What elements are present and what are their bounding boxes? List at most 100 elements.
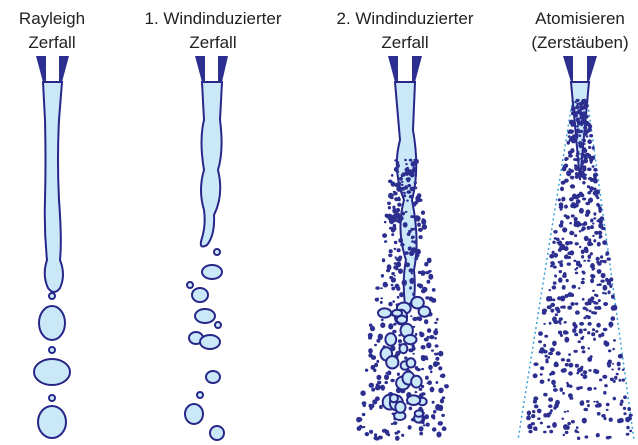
droplet — [410, 187, 415, 192]
droplet — [598, 223, 603, 229]
droplet — [549, 289, 552, 291]
droplet — [598, 299, 601, 302]
droplet — [554, 274, 557, 277]
droplet — [582, 298, 585, 301]
droplet — [368, 336, 372, 339]
droplet — [599, 236, 602, 239]
droplet — [374, 344, 377, 346]
droplet — [581, 373, 584, 376]
droplet — [574, 429, 577, 433]
droplet — [552, 341, 557, 347]
droplet — [585, 435, 589, 438]
droplet — [588, 168, 591, 171]
droplet — [576, 267, 578, 269]
droplet — [406, 200, 409, 202]
droplet — [543, 413, 548, 417]
droplet — [404, 159, 407, 161]
droplet — [397, 161, 400, 163]
droplet — [593, 401, 596, 403]
droplet — [391, 287, 395, 290]
droplet — [435, 344, 439, 347]
droplet — [583, 143, 586, 145]
droplet — [415, 410, 423, 416]
droplet — [399, 292, 404, 297]
droplet — [414, 181, 417, 184]
droplet — [393, 421, 398, 425]
droplet — [385, 333, 396, 345]
droplet — [594, 387, 597, 390]
droplet — [388, 302, 392, 307]
droplet — [596, 323, 601, 328]
droplet — [568, 353, 571, 356]
droplet — [384, 374, 389, 380]
droplet — [434, 322, 437, 324]
droplet — [39, 306, 65, 340]
droplet — [554, 362, 559, 367]
droplet — [576, 387, 580, 391]
droplet — [399, 216, 404, 221]
droplet — [425, 376, 429, 380]
droplet — [583, 408, 588, 412]
droplet — [402, 195, 406, 198]
droplet — [604, 417, 607, 421]
droplet — [401, 181, 404, 183]
droplet — [592, 146, 595, 149]
droplet — [593, 301, 596, 304]
droplet — [445, 384, 449, 388]
droplet — [526, 416, 531, 421]
droplet — [579, 322, 584, 326]
panel-title: Rayleigh — [19, 9, 85, 28]
droplet — [605, 278, 608, 282]
droplet — [579, 230, 582, 232]
droplet — [591, 187, 594, 190]
droplet — [592, 290, 595, 292]
droplet — [572, 107, 576, 111]
droplet — [390, 379, 394, 382]
droplet — [622, 369, 625, 371]
droplet — [580, 130, 583, 133]
droplet — [424, 338, 429, 342]
droplet — [613, 339, 616, 341]
droplet — [401, 192, 404, 194]
droplet — [564, 205, 568, 209]
droplet — [382, 233, 387, 238]
droplet — [431, 298, 436, 303]
droplet — [591, 156, 596, 160]
droplet — [411, 173, 414, 175]
droplet — [575, 302, 579, 305]
droplet — [603, 302, 608, 306]
droplet — [612, 363, 614, 365]
droplet — [582, 181, 585, 184]
droplet — [538, 411, 541, 413]
droplet — [432, 427, 437, 431]
droplet — [588, 146, 591, 149]
droplet — [400, 243, 405, 247]
droplet — [438, 421, 443, 426]
droplet — [574, 333, 578, 337]
droplet — [394, 197, 399, 201]
droplet — [553, 266, 557, 269]
droplet — [600, 260, 604, 263]
droplet — [405, 168, 409, 171]
droplet — [441, 414, 445, 417]
droplet — [369, 383, 374, 388]
titles: Rayleigh Zerfall 1. Windinduzierter Zerf… — [19, 9, 629, 52]
droplet — [365, 369, 368, 372]
droplet — [611, 316, 616, 321]
droplet — [568, 393, 573, 398]
droplet — [438, 366, 442, 370]
droplet — [424, 262, 428, 267]
droplet — [558, 320, 561, 323]
droplet — [561, 197, 565, 202]
droplet — [588, 347, 591, 349]
droplet — [565, 363, 569, 367]
droplet — [583, 147, 586, 150]
droplet — [415, 215, 420, 219]
droplet — [428, 274, 433, 280]
droplet — [438, 351, 443, 357]
droplet — [560, 388, 564, 392]
droplet — [570, 250, 575, 255]
droplet — [571, 130, 574, 133]
droplet — [584, 236, 589, 241]
droplet — [528, 430, 532, 433]
